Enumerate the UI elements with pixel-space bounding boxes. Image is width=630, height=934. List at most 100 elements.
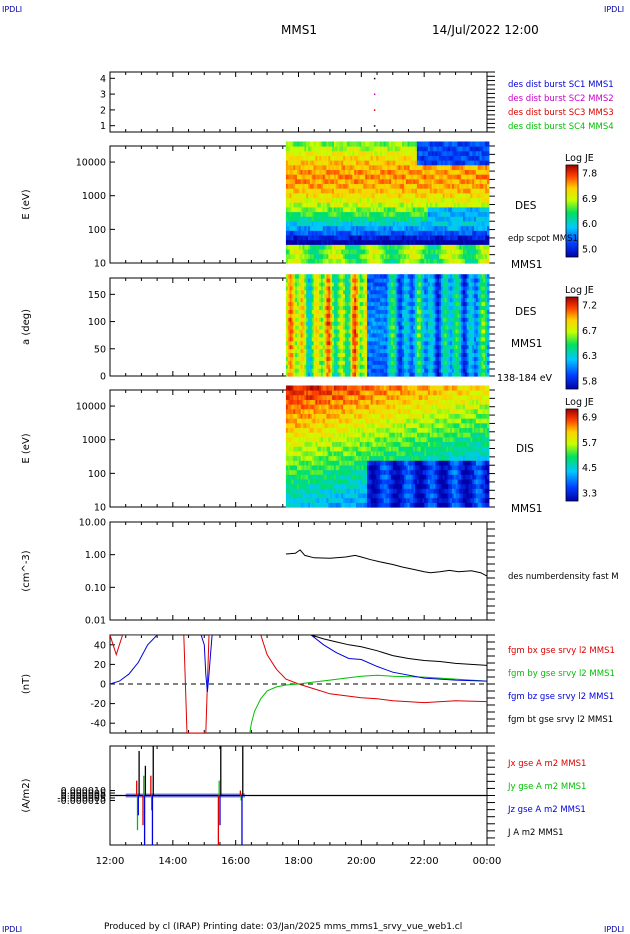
heatmap-cell xyxy=(354,183,357,189)
heatmap-cell xyxy=(317,305,320,310)
heatmap-cell xyxy=(453,244,457,250)
heatmap-cell xyxy=(483,202,486,208)
heatmap-cell xyxy=(319,235,322,241)
heatmap-cell xyxy=(442,221,446,227)
heatmap-cell xyxy=(300,235,304,241)
heatmap-cell xyxy=(416,216,420,222)
heatmap-cell xyxy=(433,225,436,231)
heatmap-cell xyxy=(309,348,313,354)
heatmap-cell xyxy=(370,164,374,170)
heatmap-cell xyxy=(326,352,329,357)
heatmap-cell xyxy=(394,178,398,185)
heatmap-cell xyxy=(485,169,488,175)
heatmap-cell xyxy=(402,230,405,236)
heatmap-cell xyxy=(332,155,335,161)
heatmap-cell xyxy=(320,321,324,326)
heatmap-cell xyxy=(464,160,468,166)
heatmap-cell xyxy=(287,340,291,346)
heatmap-cell xyxy=(477,249,481,255)
heatmap-cell xyxy=(295,230,298,236)
heatmap-cell xyxy=(328,321,331,326)
heatmap-cell xyxy=(437,207,440,213)
heatmap-cell xyxy=(319,317,322,322)
heatmap-cell xyxy=(285,211,289,217)
heatmap-cell xyxy=(468,225,471,231)
heatmap-cell xyxy=(291,364,294,369)
heatmap-cell xyxy=(309,293,313,299)
heatmap-cell xyxy=(383,183,387,189)
heatmap-cell xyxy=(450,178,453,185)
heatmap-cell xyxy=(376,178,379,185)
heatmap-cell xyxy=(450,230,453,236)
heatmap-cell xyxy=(470,207,473,213)
heatmap-cell xyxy=(403,202,407,208)
heatmap-cell xyxy=(396,160,400,166)
heatmap-cell xyxy=(356,207,359,213)
heatmap-cell xyxy=(398,253,401,259)
heatmap-cell xyxy=(383,141,387,147)
heatmap-cell xyxy=(424,183,427,189)
heatmap-cell xyxy=(463,221,466,227)
heatmap-cell xyxy=(352,225,355,231)
heatmap-cell xyxy=(439,253,442,259)
heatmap-cell xyxy=(320,340,324,346)
heatmap-cell xyxy=(302,333,305,338)
heatmap-cell xyxy=(324,160,328,166)
heatmap-cell xyxy=(431,244,435,250)
heatmap-cell xyxy=(477,160,481,166)
heatmap-cell xyxy=(332,169,335,175)
heatmap-cell xyxy=(332,164,335,170)
heatmap-cell xyxy=(285,253,289,259)
heatmap-cell xyxy=(413,197,416,203)
heatmap-cell xyxy=(317,235,320,241)
heatmap-cell xyxy=(378,174,381,180)
heatmap-cell xyxy=(450,207,453,213)
heatmap-cell xyxy=(287,244,291,250)
heatmap-cell xyxy=(295,340,298,346)
heatmap-cell xyxy=(289,155,293,161)
heatmap-cell xyxy=(354,253,357,259)
heatmap-cell xyxy=(354,258,357,264)
heatmap-cell xyxy=(354,202,357,208)
heatmap-cell xyxy=(335,230,339,236)
heatmap-cell xyxy=(455,164,459,170)
heatmap-cell xyxy=(295,235,298,241)
heatmap-cell xyxy=(392,253,396,259)
heatmap-cell xyxy=(291,344,294,350)
heatmap-cell xyxy=(348,188,352,194)
heatmap-cell xyxy=(308,141,311,147)
heatmap-cell xyxy=(304,305,307,310)
heatmap-cell xyxy=(287,150,291,156)
heatmap-cell xyxy=(426,197,429,203)
heatmap-cell xyxy=(335,207,339,213)
heatmap-cell xyxy=(322,321,326,326)
heatmap-cell xyxy=(350,253,353,259)
heatmap-cell xyxy=(427,169,431,175)
heatmap-cell xyxy=(440,160,444,166)
heatmap-cell xyxy=(403,235,407,241)
heatmap-cell xyxy=(328,244,331,250)
heatmap-cell xyxy=(418,192,422,199)
heatmap-cell xyxy=(309,368,313,373)
heatmap-cell xyxy=(477,141,481,147)
heatmap-cell xyxy=(453,160,457,166)
heatmap-cell xyxy=(311,155,315,161)
heatmap-cell xyxy=(420,141,424,147)
heatmap-cell xyxy=(440,225,444,231)
heatmap-cell xyxy=(343,244,346,250)
heatmap-cell xyxy=(295,348,298,354)
heatmap-cell xyxy=(319,174,322,180)
heatmap-cell xyxy=(326,289,329,295)
heatmap-cell xyxy=(415,249,418,255)
heatmap-cell xyxy=(383,253,387,259)
heatmap-cell xyxy=(352,141,355,147)
heatmap-cell xyxy=(322,221,326,227)
heatmap-cell xyxy=(383,155,387,161)
heatmap-cell xyxy=(440,244,444,250)
heatmap-cell xyxy=(311,333,315,338)
heatmap-cell xyxy=(431,164,435,170)
heatmap-cell xyxy=(365,249,368,255)
heatmap-cell xyxy=(287,305,291,310)
heatmap-cell xyxy=(431,197,435,203)
heatmap-cell xyxy=(429,253,433,259)
